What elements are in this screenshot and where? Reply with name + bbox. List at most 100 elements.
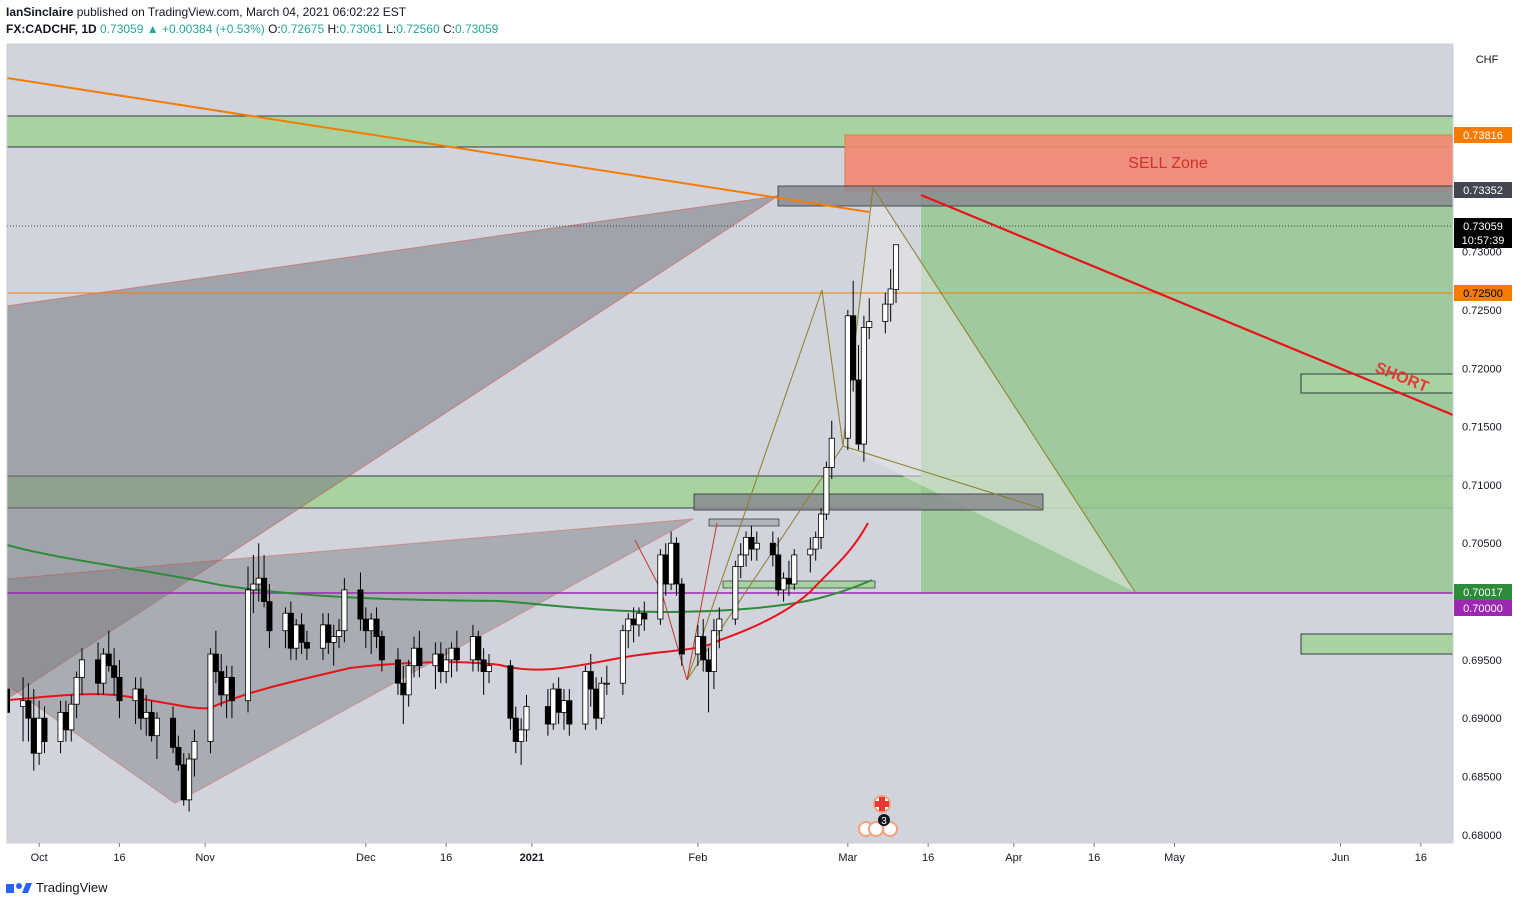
tag-sell-top: 0.73816 bbox=[1463, 130, 1503, 142]
candle[interactable] bbox=[807, 537, 814, 573]
candle[interactable] bbox=[105, 630, 112, 672]
candle[interactable] bbox=[753, 531, 760, 561]
candle[interactable] bbox=[769, 531, 776, 567]
candle-body-bear bbox=[218, 671, 225, 696]
candle[interactable] bbox=[341, 578, 348, 643]
candle[interactable] bbox=[716, 607, 723, 649]
candle[interactable] bbox=[866, 298, 873, 340]
candle[interactable] bbox=[153, 712, 160, 760]
candle[interactable] bbox=[336, 619, 343, 649]
candle[interactable] bbox=[41, 706, 48, 754]
candle[interactable] bbox=[25, 683, 32, 742]
candle[interactable] bbox=[603, 665, 610, 695]
candle[interactable] bbox=[261, 554, 268, 608]
candle[interactable] bbox=[860, 315, 867, 462]
swiss-cross-h bbox=[875, 801, 889, 807]
candle[interactable] bbox=[378, 630, 385, 672]
candle[interactable] bbox=[475, 630, 482, 672]
short-projection-line bbox=[920, 193, 1453, 417]
canada-flag-icon-3[interactable] bbox=[882, 821, 898, 837]
candle[interactable] bbox=[68, 694, 75, 742]
candle[interactable] bbox=[405, 659, 412, 707]
candle[interactable] bbox=[116, 659, 123, 719]
candle-body-bull bbox=[657, 554, 664, 620]
candle[interactable] bbox=[111, 648, 118, 695]
currency-label: CHF bbox=[1476, 54, 1499, 66]
candle[interactable] bbox=[523, 694, 530, 742]
candle[interactable] bbox=[657, 549, 664, 625]
candle[interactable] bbox=[453, 630, 460, 672]
candle[interactable] bbox=[587, 654, 594, 707]
candle-body-bull bbox=[153, 717, 160, 737]
candle[interactable] bbox=[212, 630, 219, 684]
candle[interactable] bbox=[518, 718, 525, 765]
candle[interactable] bbox=[700, 619, 707, 672]
candle[interactable] bbox=[823, 461, 830, 520]
time-axis[interactable]: Oct 16 Nov Dec 16 2021 Feb Mar 16 Apr 16 May Jun 16 bbox=[31, 843, 1427, 864]
candle[interactable] bbox=[250, 554, 257, 614]
candle[interactable] bbox=[186, 753, 193, 812]
candle[interactable] bbox=[710, 619, 717, 690]
tag-purple-level: 0.70000 bbox=[1463, 603, 1503, 615]
candle[interactable] bbox=[191, 729, 198, 777]
candle[interactable] bbox=[266, 584, 273, 649]
candle[interactable] bbox=[228, 665, 235, 719]
candle[interactable] bbox=[244, 566, 251, 713]
candle[interactable] bbox=[598, 677, 605, 725]
candle-body-bull bbox=[791, 554, 798, 585]
candle[interactable] bbox=[507, 659, 514, 730]
brand-label[interactable]: TradingView bbox=[36, 880, 108, 895]
tradingview-logo-icon[interactable] bbox=[6, 881, 32, 895]
candle[interactable] bbox=[303, 630, 310, 660]
candle[interactable] bbox=[416, 630, 423, 678]
candle[interactable] bbox=[893, 244, 900, 303]
candle[interactable] bbox=[207, 648, 214, 754]
tag-sell-bottom-bg bbox=[1454, 182, 1512, 198]
green-small-box bbox=[722, 580, 876, 589]
event-markers[interactable]: 3 bbox=[858, 795, 898, 837]
candle[interactable] bbox=[100, 648, 107, 695]
candle-body-bear bbox=[170, 717, 177, 748]
candle-body-bull bbox=[469, 636, 476, 661]
price-tick-label: 0.71000 bbox=[1462, 480, 1502, 492]
symbol-label[interactable]: FX:CADCHF, 1D bbox=[6, 22, 97, 36]
tag-purple-bg bbox=[1454, 600, 1512, 616]
candle[interactable] bbox=[850, 280, 857, 392]
candle[interactable] bbox=[812, 531, 819, 561]
candle-body-bear bbox=[25, 700, 32, 719]
candle[interactable] bbox=[78, 648, 85, 695]
candle[interactable] bbox=[73, 671, 80, 719]
candle[interactable] bbox=[818, 508, 825, 550]
candle[interactable] bbox=[394, 648, 401, 695]
candle[interactable] bbox=[641, 601, 648, 631]
candle[interactable] bbox=[732, 560, 739, 625]
candle[interactable] bbox=[325, 613, 332, 655]
candle[interactable] bbox=[678, 578, 685, 666]
candle[interactable] bbox=[170, 706, 177, 754]
candle-body-bull bbox=[625, 618, 632, 632]
author-name[interactable]: IanSinclaire bbox=[6, 5, 74, 19]
candle[interactable] bbox=[882, 292, 889, 334]
candle[interactable] bbox=[791, 549, 798, 590]
candle[interactable] bbox=[485, 654, 492, 684]
candle[interactable] bbox=[137, 677, 144, 730]
candle[interactable] bbox=[844, 309, 851, 450]
candle[interactable] bbox=[357, 572, 364, 631]
candle-body-bear bbox=[416, 647, 423, 667]
candle[interactable] bbox=[330, 624, 337, 666]
candle[interactable] bbox=[298, 613, 305, 655]
candle[interactable] bbox=[443, 648, 450, 684]
candle[interactable] bbox=[775, 537, 782, 596]
candle[interactable] bbox=[175, 735, 182, 771]
candle[interactable] bbox=[737, 543, 744, 579]
candle[interactable] bbox=[582, 665, 589, 730]
candle[interactable] bbox=[373, 607, 380, 649]
candle[interactable] bbox=[619, 624, 626, 695]
candle[interactable] bbox=[4, 683, 10, 730]
candle[interactable] bbox=[673, 537, 680, 596]
candle[interactable] bbox=[828, 420, 835, 480]
candle[interactable] bbox=[887, 269, 894, 322]
candle[interactable] bbox=[550, 683, 557, 730]
candle[interactable] bbox=[566, 689, 573, 736]
